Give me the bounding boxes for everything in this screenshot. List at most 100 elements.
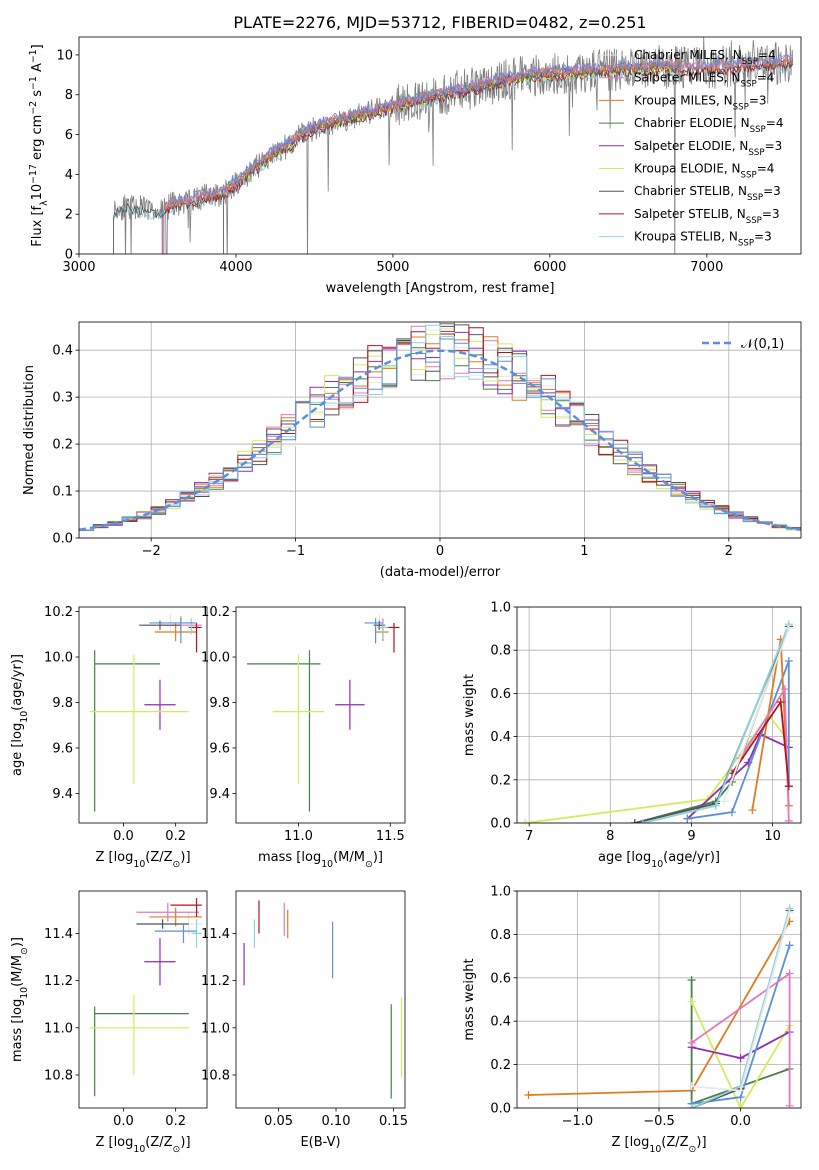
legend-label: Kroupa ELODIE, NSSP=4 bbox=[634, 162, 774, 181]
y-tick-label: 0.8 bbox=[490, 928, 511, 943]
y-axis-label-part: ] bbox=[30, 44, 45, 49]
legend-label-part: Chabrier ELODIE, N bbox=[634, 116, 750, 130]
y-tick-label: 11.4 bbox=[44, 927, 73, 942]
series-point-marker bbox=[776, 698, 785, 707]
series-point-marker bbox=[719, 797, 728, 806]
x-tick-label: 10 bbox=[764, 829, 781, 844]
legend-label-part: SSP bbox=[741, 171, 757, 181]
x-axis-label-part: 10 bbox=[133, 1144, 145, 1155]
legend-label-part: Kroupa STELIB, N bbox=[634, 230, 738, 244]
series-point-marker bbox=[521, 819, 530, 823]
panel-residuals: −2 −1 0 1 2 0.0 0.1 0.2 0.3 0.4 (data-model)/error… bbox=[22, 321, 802, 580]
y-axis-label-part: Normed distribution bbox=[22, 365, 37, 495]
series-point-marker bbox=[687, 997, 696, 1006]
legend-label: Salpeter ELODIE, NSSP=3 bbox=[634, 139, 782, 158]
y-axis-label: Normed distribution bbox=[22, 365, 37, 495]
series-point-marker bbox=[785, 908, 794, 917]
x-axis-label-part: 10 bbox=[133, 859, 145, 870]
x-tick-label: 0.0 bbox=[113, 829, 134, 844]
x-axis-label-part: (Z/Z bbox=[145, 850, 172, 865]
series-point-marker bbox=[736, 1104, 745, 1108]
y-tick-label: 10.0 bbox=[201, 651, 230, 666]
x-tick-label: −1 bbox=[286, 544, 305, 559]
y-axis-label-part: −1 bbox=[28, 49, 39, 63]
plot-area bbox=[113, 37, 794, 254]
panel-age_vs_Z: 0.0 0.29.49.69.810.010.2Z [log10(Z/Z⊙)]ag… bbox=[10, 605, 208, 870]
y-tick-label: 0.4 bbox=[490, 1015, 511, 1030]
x-axis-label-part: )] bbox=[696, 1135, 706, 1150]
y-tick-label: 11.2 bbox=[44, 974, 73, 989]
legend-label: Chabrier STELIB, NSSP=3 bbox=[634, 184, 781, 203]
legend-label-part: Chabrier STELIB, N bbox=[634, 184, 747, 198]
x-axis-label-part: (Z/Z bbox=[145, 1135, 172, 1150]
x-axis-label: Z [log10(Z/Z⊙)] bbox=[95, 1135, 190, 1155]
legend-label-part: SSP bbox=[746, 216, 762, 226]
y-tick-label: 0.6 bbox=[490, 971, 511, 986]
panel-mass_vs_EBV: 0.05 0.10 0.15 10.8 11.0 11.2 11.4 E(B-V) bbox=[201, 890, 408, 1150]
y-tick-label: 0.4 bbox=[490, 730, 511, 745]
x-axis-label-part: Z [log bbox=[95, 850, 133, 865]
y-tick-label: 0.2 bbox=[490, 1058, 511, 1073]
legend-label-part: =3 bbox=[749, 93, 767, 107]
y-tick-label: 4 bbox=[65, 168, 73, 183]
axes-frame bbox=[78, 36, 802, 255]
series-point-marker bbox=[784, 816, 793, 823]
legend-label: Salpeter STELIB, NSSP=3 bbox=[634, 207, 780, 226]
gaussian-curve bbox=[79, 349, 801, 532]
y-axis-label-part: 10 bbox=[30, 184, 45, 201]
y-tick-label: 1.0 bbox=[490, 601, 511, 616]
legend-label-part: Kroupa ELODIE, N bbox=[634, 162, 741, 176]
model-spectrum-salpeter-elodie bbox=[223, 61, 676, 254]
legend-label-part: SSP bbox=[741, 80, 757, 90]
x-tick-label: 0.2 bbox=[165, 1114, 186, 1129]
series-line-kroupa-elodie bbox=[690, 1001, 791, 1108]
x-axis-label-part: )] bbox=[180, 1135, 190, 1150]
x-axis-label-part: 10 bbox=[649, 1144, 661, 1155]
x-axis-label-part: wavelength [Angstrom, rest frame] bbox=[326, 281, 555, 296]
y-tick-label: 10.8 bbox=[44, 1068, 73, 1083]
x-tick-label: 0.10 bbox=[322, 1114, 351, 1129]
y-tick-label: 10.2 bbox=[201, 605, 230, 620]
y-tick-label: 0.0 bbox=[490, 817, 511, 832]
y-axis-label-part: s bbox=[30, 90, 45, 101]
series-point-marker bbox=[785, 1101, 794, 1108]
x-tick-label: 0 bbox=[436, 544, 444, 559]
series-point-marker bbox=[683, 814, 692, 823]
legend-label-part: Salpeter MILES, N bbox=[634, 71, 741, 85]
legend-label-part: SSP bbox=[748, 148, 764, 158]
y-tick-label: 0.0 bbox=[490, 1102, 511, 1117]
x-axis-label-part: ⊙ bbox=[689, 1144, 697, 1155]
x-axis-label-part: Z [log bbox=[611, 1135, 649, 1150]
legend-label-part: =4 bbox=[757, 71, 775, 85]
series-point-marker bbox=[687, 1082, 696, 1091]
panel-age_vs_mass: 11.0 11.5 9.4 9.6 9.8 10.0 10.2 mass [log10(M/M… bbox=[201, 605, 406, 870]
y-axis-label-part: mass [log bbox=[10, 999, 25, 1062]
y-axis-label-part: )] bbox=[10, 937, 25, 947]
legend-label-part: SSP bbox=[742, 57, 758, 67]
histogram-blue-model bbox=[79, 338, 801, 538]
y-axis-label: mass [log10(M/M⊙)] bbox=[10, 937, 30, 1062]
x-axis-label-part: 10 bbox=[651, 859, 663, 870]
x-tick-label: 2 bbox=[725, 544, 733, 559]
x-axis-label-part: ⊙ bbox=[365, 859, 373, 870]
y-axis-label-part: mass weight bbox=[462, 674, 477, 756]
axes-frame bbox=[78, 606, 208, 824]
x-axis-label-part: 10 bbox=[321, 859, 333, 870]
y-axis-label-part: (age/yr)] bbox=[10, 654, 25, 711]
legend-label-part: =3 bbox=[763, 184, 781, 198]
y-axis-label-part: A bbox=[30, 63, 45, 76]
plot-area bbox=[521, 620, 793, 823]
y-tick-label: 8 bbox=[65, 88, 73, 103]
series-point-marker bbox=[784, 624, 793, 633]
x-tick-label: 1 bbox=[580, 544, 588, 559]
x-axis-label-part: (data-model)/error bbox=[380, 565, 501, 580]
y-tick-label: 0.1 bbox=[52, 485, 73, 500]
y-tick-label: 9.8 bbox=[52, 696, 73, 711]
x-axis-label-part: ⊙ bbox=[173, 859, 181, 870]
y-tick-label: 10 bbox=[56, 48, 73, 63]
legend-label-part: SSP bbox=[747, 193, 763, 203]
y-axis-label-part: mass weight bbox=[462, 958, 477, 1040]
panel-mass_vs_Z: 0.0 0.210.811.011.211.4Z [log10(Z/Z⊙)]mas… bbox=[10, 890, 208, 1155]
y-tick-label: 11.2 bbox=[201, 974, 230, 989]
x-axis-label-part: (age/yr)] bbox=[663, 850, 720, 865]
